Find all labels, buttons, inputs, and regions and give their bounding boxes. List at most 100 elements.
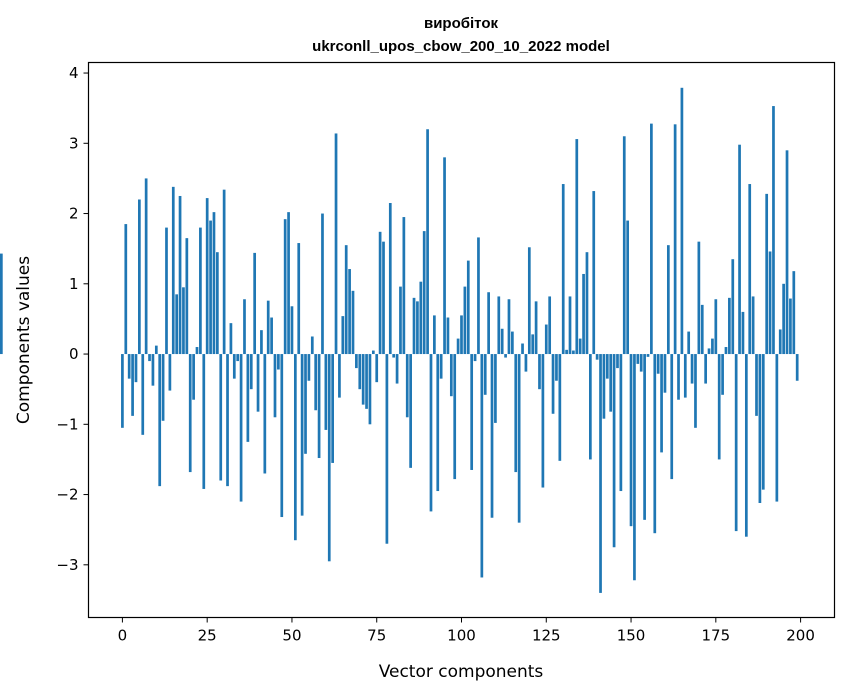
bar	[487, 292, 490, 355]
bar	[700, 304, 704, 355]
bar	[490, 354, 494, 518]
bar	[497, 296, 501, 355]
plot-frame	[87, 61, 836, 619]
bar	[300, 354, 304, 516]
bar	[646, 354, 650, 357]
bar	[280, 354, 284, 518]
bar	[619, 354, 623, 492]
bar	[270, 317, 273, 355]
bar	[341, 316, 345, 355]
bar	[551, 354, 555, 414]
bar	[595, 354, 599, 360]
bar	[310, 336, 314, 355]
bar	[670, 354, 674, 480]
bar	[616, 354, 619, 369]
bar	[266, 300, 270, 355]
bar	[578, 338, 582, 355]
bar	[260, 330, 263, 355]
bar	[622, 136, 626, 355]
bar	[707, 348, 711, 355]
bar	[338, 354, 341, 398]
bar	[182, 287, 185, 355]
bar	[534, 301, 538, 355]
bar	[531, 334, 535, 355]
bar	[683, 354, 687, 398]
bar	[460, 315, 463, 355]
bar	[589, 354, 592, 460]
bar	[121, 354, 124, 428]
bar	[144, 178, 148, 355]
bar	[711, 338, 714, 355]
bar	[433, 315, 436, 355]
x-tick-label: 150	[617, 627, 646, 645]
bar	[555, 354, 558, 381]
bar	[324, 354, 328, 430]
bar	[219, 354, 223, 481]
bar	[585, 252, 589, 355]
bar	[293, 354, 297, 541]
bar	[216, 252, 219, 355]
bar	[724, 347, 728, 355]
y-tick-label: −1	[56, 415, 78, 433]
bar	[575, 139, 579, 355]
bar	[511, 331, 514, 355]
bar	[355, 354, 358, 369]
bar	[477, 237, 480, 355]
bar	[463, 286, 467, 355]
bar	[171, 186, 175, 355]
bar	[694, 354, 697, 428]
bar	[426, 129, 429, 355]
bar	[778, 329, 782, 355]
bar	[399, 286, 402, 355]
bar	[504, 354, 507, 358]
bar	[633, 354, 636, 581]
bars-group	[0, 87, 799, 593]
bar	[161, 354, 165, 421]
bar	[273, 354, 277, 418]
bar	[592, 191, 596, 355]
bar	[331, 354, 334, 463]
bar	[232, 354, 236, 379]
bar	[572, 350, 575, 355]
bar	[612, 354, 616, 548]
bar	[775, 354, 779, 502]
bar	[514, 354, 518, 473]
bar	[222, 189, 226, 355]
bar	[0, 253, 3, 355]
bar	[721, 354, 724, 395]
bar	[439, 354, 443, 379]
bar	[168, 354, 172, 391]
bar	[673, 124, 677, 355]
bar	[412, 297, 416, 355]
bar	[402, 217, 406, 355]
bar	[365, 354, 368, 409]
bar	[446, 317, 450, 355]
bar	[127, 354, 131, 379]
bar	[256, 354, 260, 412]
bar	[565, 349, 568, 355]
bar	[124, 224, 128, 355]
bar	[361, 354, 365, 405]
bar	[602, 354, 606, 419]
bar	[334, 133, 338, 355]
y-tick-label: 1	[69, 275, 79, 293]
bar	[453, 354, 457, 480]
bar	[500, 328, 504, 355]
x-tick-label: 0	[118, 627, 128, 645]
bar	[212, 212, 216, 355]
y-tick-label: 0	[69, 345, 79, 363]
bar	[243, 299, 246, 355]
bar	[772, 106, 775, 355]
bar	[148, 354, 151, 362]
bar	[731, 259, 735, 355]
bar	[317, 354, 321, 459]
bar	[226, 354, 229, 487]
bar	[188, 354, 192, 473]
bar	[653, 354, 657, 534]
bar	[582, 273, 585, 355]
bar	[290, 306, 294, 355]
bar	[368, 354, 372, 425]
bar	[158, 354, 162, 487]
bar	[195, 347, 199, 355]
